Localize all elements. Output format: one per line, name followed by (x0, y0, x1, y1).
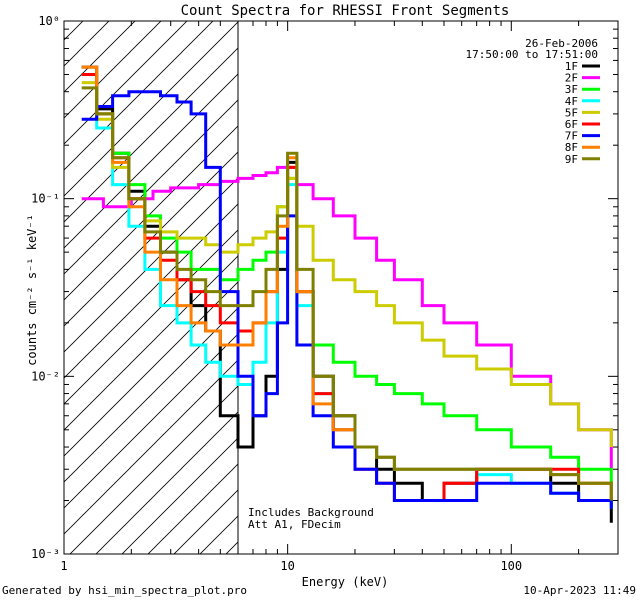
annotation-line-2: Att A1, FDecim (248, 518, 341, 531)
legend-label-1F: 1F (565, 60, 578, 73)
legend-label-9F: 9F (565, 153, 578, 166)
series-line-2F (81, 165, 613, 470)
y-tick-label: 10⁻¹ (31, 192, 60, 206)
legend-label-8F: 8F (565, 141, 578, 154)
x-tick-label: 1 (60, 559, 67, 573)
y-tick-label: 10⁻² (31, 369, 60, 383)
y-axis-label: counts cm⁻² s⁻¹ keV⁻¹ (25, 214, 39, 366)
legend-label-6F: 6F (565, 118, 578, 131)
x-axis-label: Energy (keV) (302, 575, 389, 589)
chart-title: Count Spectra for RHESSI Front Segments (181, 3, 510, 19)
timestamp-footer: 10-Apr-2023 11:49 (523, 584, 636, 597)
series-line-9F (81, 86, 613, 501)
series-line-7F (81, 90, 613, 509)
date-label: 26-Feb-2006 (525, 37, 598, 50)
x-tick-label: 100 (500, 559, 522, 573)
y-tick-label: 10⁻³ (31, 547, 60, 561)
time-range-label: 17:50:00 to 17:51:00 (466, 48, 598, 61)
y-tick-label: 10⁰ (38, 14, 60, 28)
annotation-line-1: Includes Background (248, 506, 374, 519)
axis-ticks: 1 10 100 10⁰ 10⁻¹ 10⁻² 10⁻³ (31, 14, 619, 573)
generated-by-footer: Generated by hsi_min_spectra_plot.pro (2, 584, 247, 597)
legend-label-7F: 7F (565, 130, 578, 143)
legend-label-5F: 5F (565, 106, 578, 119)
x-tick-label: 10 (280, 559, 294, 573)
legend-label-3F: 3F (565, 83, 578, 96)
legend-label-2F: 2F (565, 72, 578, 85)
series-layer (81, 65, 613, 523)
legend-label-4F: 4F (565, 95, 578, 108)
hatched-region (64, 21, 238, 554)
plot-frame (63, 20, 619, 555)
